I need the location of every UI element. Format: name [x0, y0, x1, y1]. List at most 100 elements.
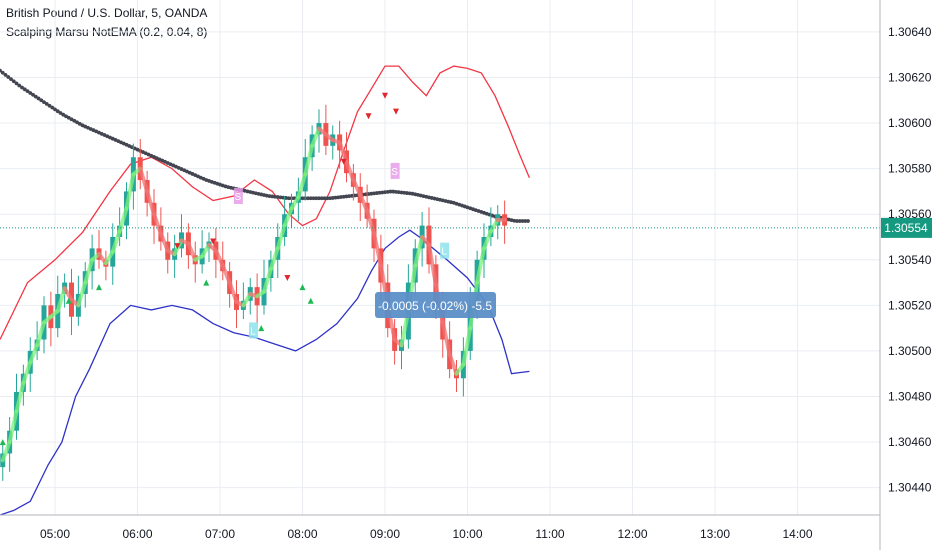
buy-triangle-marker	[0, 439, 6, 446]
ema-dot	[396, 190, 401, 195]
x-tick-label: 06:00	[122, 527, 152, 541]
y-tick-label: 1.30440	[888, 481, 932, 495]
ma-segment	[275, 223, 287, 251]
ma-segment	[227, 280, 239, 304]
y-tick-label: 1.30600	[888, 116, 932, 130]
signal-markers: S S L L	[0, 92, 450, 446]
x-tick-label: 05:00	[40, 527, 70, 541]
ma-segment	[241, 291, 253, 308]
ema-dot	[383, 190, 387, 195]
ma-segment	[186, 241, 198, 262]
ma-segment	[413, 234, 425, 268]
ema-dot	[317, 196, 321, 201]
ema-dot	[3, 72, 8, 77]
candles-layer	[0, 104, 508, 481]
ema-dot	[22, 87, 27, 92]
ma-segment	[337, 140, 349, 164]
ema-dot	[308, 196, 313, 201]
ma-segment	[14, 380, 26, 414]
ema-dot	[344, 194, 349, 199]
ma-segment	[200, 242, 211, 259]
ma-segment	[372, 231, 383, 268]
ema-dot	[377, 190, 382, 195]
long-signal-label-text: L	[250, 326, 256, 337]
measure-tooltip-text: -0.0005 (-0.02%) -5.5	[378, 299, 492, 313]
ema-dot	[270, 194, 275, 199]
ema-dot	[526, 219, 530, 223]
ma-segment	[447, 352, 459, 376]
y-tick-label: 1.30560	[888, 207, 932, 221]
ema-dot	[36, 96, 41, 101]
ma-segment	[220, 263, 232, 285]
ema-dot	[314, 196, 319, 201]
ma-segment	[268, 246, 280, 271]
ma-segment	[55, 286, 67, 314]
ema-dot	[517, 219, 522, 223]
buy-triangle-marker	[203, 279, 210, 286]
ema-dot	[39, 98, 44, 103]
ema-dot	[380, 190, 385, 195]
ma-segment	[76, 280, 88, 308]
sell-triangle-marker	[365, 113, 372, 120]
ema-dot	[6, 75, 11, 79]
sell-triangle-marker	[393, 108, 399, 115]
ema-dot	[273, 194, 277, 199]
ema-dot	[336, 195, 341, 200]
ma-segment	[0, 440, 12, 463]
ema-dot	[325, 196, 330, 201]
ema-dot	[402, 190, 407, 195]
ema-dot	[306, 196, 310, 201]
ema-dot	[11, 79, 16, 84]
ma-segment	[475, 246, 486, 285]
ema-dot	[0, 70, 5, 75]
ma-segment	[262, 266, 273, 294]
ema-dot	[333, 195, 338, 200]
ma-segment	[303, 143, 315, 177]
ma-segment	[213, 248, 225, 268]
ema-dot	[319, 196, 324, 201]
ma-segment	[110, 229, 122, 254]
ema-dot	[28, 91, 33, 95]
ema-dot	[515, 219, 519, 223]
ema-dot	[47, 103, 52, 108]
y-tick-label: 1.30460	[888, 435, 932, 449]
buy-triangle-marker	[96, 284, 102, 291]
y-tick-label: 1.30520	[888, 298, 932, 312]
ma-segment	[482, 229, 493, 251]
ema-dot	[391, 189, 396, 194]
ema-dot	[278, 195, 283, 200]
y-tick-label: 1.30580	[888, 162, 932, 176]
ema-dot	[330, 196, 335, 200]
ma-segment	[282, 206, 294, 228]
ema-dot	[14, 81, 19, 86]
ema-dot	[512, 218, 517, 223]
ema-dot	[388, 189, 393, 194]
ma-segment	[351, 178, 363, 197]
ma-segment	[289, 195, 301, 211]
current-price-label: 1.30554	[884, 221, 928, 235]
ema-dot	[25, 89, 30, 94]
ema-dot	[520, 219, 525, 223]
ema-dot	[311, 196, 316, 201]
short-signal-label-text: S	[391, 167, 398, 178]
x-tick-label: 14:00	[782, 527, 812, 541]
ma-segment	[124, 172, 136, 211]
x-tick-label: 07:00	[205, 527, 235, 541]
ema-dot	[369, 191, 374, 196]
ema-dot	[58, 111, 63, 115]
x-tick-label: 13:00	[700, 527, 730, 541]
ema-dot	[53, 107, 57, 112]
ema-dot	[20, 85, 24, 90]
x-tick-label: 09:00	[370, 527, 400, 541]
long-signal-label	[440, 242, 450, 259]
x-tick-label: 08:00	[287, 527, 317, 541]
ema-dot	[374, 191, 379, 195]
ema-dot	[50, 105, 55, 110]
ma-segment	[145, 189, 156, 217]
ema-dot	[347, 194, 352, 199]
ma-segment	[7, 409, 19, 445]
sell-triangle-marker	[210, 238, 217, 245]
y-tick-label: 1.30640	[888, 25, 932, 39]
ma-segment	[138, 166, 150, 194]
